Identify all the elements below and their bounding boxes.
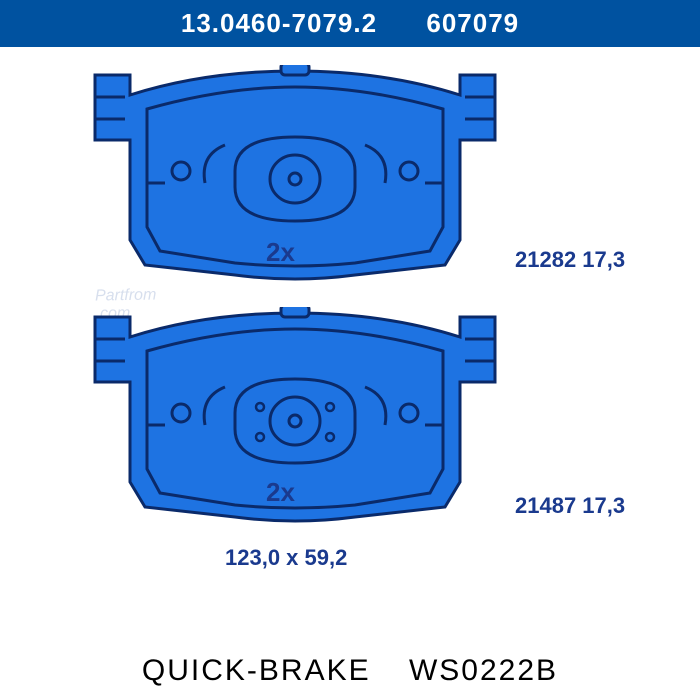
part-number-2: 607079 <box>426 8 519 38</box>
diagram-area: Partfrom com <box>0 47 700 607</box>
footer-model: WS0222B <box>409 654 558 687</box>
annot-top-right: 21282 17,3 <box>515 247 625 273</box>
part-number-1: 13.0460-7079.2 <box>181 8 377 38</box>
qty-label-top: 2x <box>266 237 295 268</box>
brake-pad-top <box>85 65 505 290</box>
annot-bottom-center: 123,0 x 59,2 <box>225 545 347 571</box>
footer: QUICK-BRAKE WS0222B <box>0 654 700 688</box>
footer-brand: QUICK-BRAKE <box>142 654 371 687</box>
header-bar: 13.0460-7079.2 607079 <box>0 0 700 47</box>
brake-pad-bottom <box>85 307 505 532</box>
qty-label-bottom: 2x <box>266 477 295 508</box>
annot-bottom-right: 21487 17,3 <box>515 493 625 519</box>
